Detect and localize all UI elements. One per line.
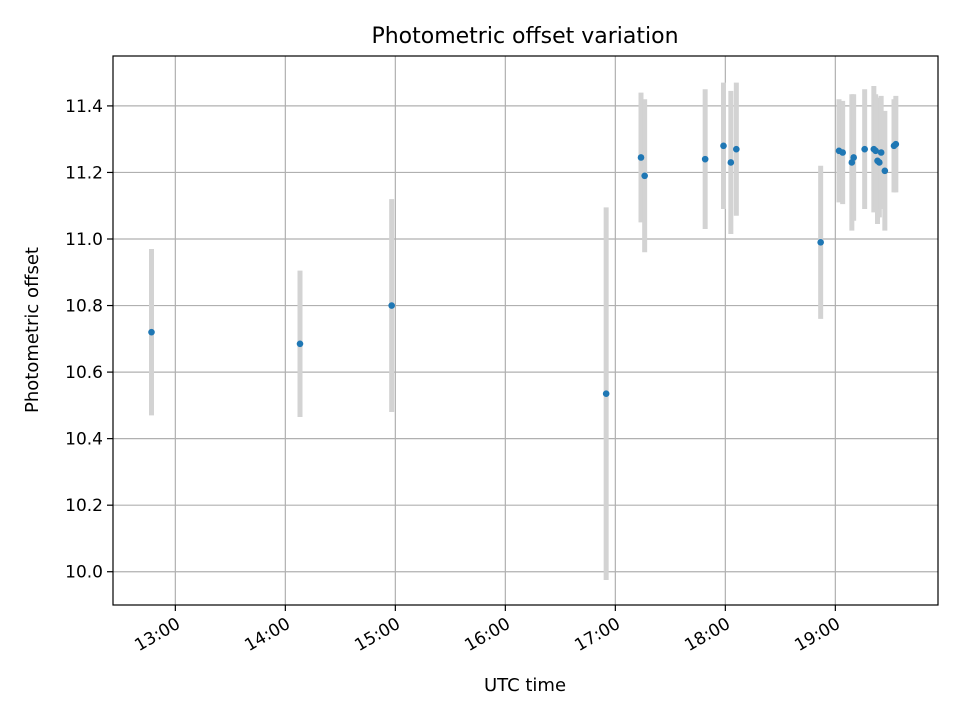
y-tick-label: 10.2 — [65, 496, 103, 516]
x-tick-label: 17:00 — [571, 614, 623, 656]
data-point — [861, 145, 868, 153]
data-point — [839, 149, 846, 156]
data-point — [881, 167, 889, 175]
data-point — [148, 328, 155, 336]
data-points — [148, 140, 900, 398]
data-point — [637, 154, 645, 161]
y-axis-ticks: 10.0 10.2 10.4 10.6 10.8 11.0 11.2 11.4 — [65, 97, 113, 583]
y-tick-label: 11.0 — [65, 230, 103, 250]
x-axis-ticks: 13:00 14:00 15:00 16:00 17:00 18:00 19:00 — [131, 605, 844, 656]
data-point — [877, 149, 885, 156]
data-point — [848, 159, 856, 166]
y-tick-label: 10.8 — [65, 297, 103, 317]
y-tick-label: 10.6 — [65, 363, 103, 383]
y-tick-label: 10.0 — [65, 563, 103, 583]
data-point — [720, 142, 727, 150]
chart-title: Photometric offset variation — [371, 24, 678, 49]
data-point — [602, 390, 610, 398]
data-point — [701, 155, 709, 163]
data-point — [892, 140, 900, 148]
x-tick-label: 16:00 — [461, 614, 513, 656]
y-tick-label: 11.4 — [65, 97, 103, 117]
data-point — [388, 302, 395, 309]
data-point — [850, 154, 857, 161]
data-point — [296, 340, 304, 348]
grid — [113, 56, 938, 605]
data-point — [872, 147, 879, 155]
data-point — [817, 239, 824, 246]
plot-frame — [112, 55, 939, 606]
data-point — [876, 159, 883, 166]
y-tick-label: 10.4 — [65, 430, 103, 450]
x-axis-label: UTC time — [484, 675, 566, 696]
data-point — [641, 172, 648, 180]
y-axis-label: Photometric offset — [22, 247, 43, 413]
data-point — [733, 145, 740, 153]
x-tick-label: 19:00 — [791, 614, 843, 656]
x-tick-label: 15:00 — [351, 614, 403, 656]
y-tick-label: 11.2 — [65, 163, 103, 183]
x-tick-label: 14:00 — [241, 614, 293, 656]
data-point — [727, 159, 735, 166]
x-tick-label: 13:00 — [131, 614, 183, 656]
x-tick-label: 18:00 — [681, 614, 733, 656]
